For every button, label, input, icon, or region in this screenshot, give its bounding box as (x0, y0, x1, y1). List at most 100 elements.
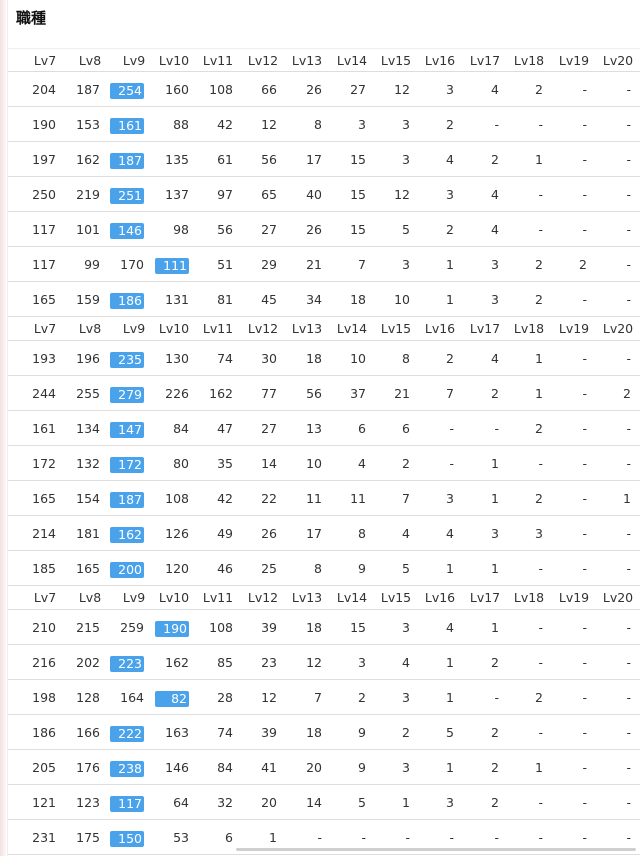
table-cell: 210 (32, 620, 56, 635)
table-cell: - (626, 117, 631, 132)
table-cell-highlighted: 172 (100, 446, 144, 481)
table-cell: 123 (76, 795, 100, 810)
column-header-lv11: Lv11 (202, 53, 234, 68)
column-header-lv17: Lv17 (469, 53, 501, 68)
table-row[interactable]: 204 187 254 160 108 66 26 27 12 3 4 2 - - (8, 72, 640, 107)
table-row[interactable]: 216 202 223 162 85 23 12 3 4 1 2- - - (8, 645, 640, 680)
table-row[interactable]: 244 255 279 226 162 77 56 37 21 7 2 1-2 (8, 376, 640, 411)
table-row[interactable]: 214 181 162 126 49 26 17 8 4 4 3 3 - - (8, 516, 640, 551)
table-row[interactable]: 161 134 147 84 47 27 13 6 6 - - 2 - - (8, 411, 640, 446)
horizontal-scrollbar[interactable] (236, 848, 636, 851)
table-cell: 2 (491, 386, 499, 401)
table-cell: - (582, 526, 587, 541)
level-table[interactable]: Lv7 Lv8 Lv9 Lv10 Lv11 Lv12 Lv13 Lv14 Lv15 Lv16 Lv1… (8, 48, 640, 855)
table-cell: - (626, 456, 631, 471)
table-cell: 77 (261, 386, 277, 401)
table-cell: 1 (446, 257, 454, 272)
table-cell: - (538, 187, 543, 202)
table-cell: 132 (76, 456, 100, 471)
highlight-badge: 222 (110, 725, 144, 742)
table-cell: - (626, 351, 631, 366)
table-cell: 108 (209, 82, 233, 97)
table-row[interactable]: 117 99 170 111 51 29 21 7 3 1 3 2 2 - (8, 247, 640, 282)
table-cell: 1 (491, 620, 499, 635)
table-cell: 2 (535, 257, 543, 272)
table-cell: 2 (402, 456, 410, 471)
column-header-lv13: Lv13 (291, 53, 323, 68)
table-cell: 215 (76, 620, 100, 635)
table-cell: 1 (446, 690, 454, 705)
column-header-lv10: Lv10 (158, 590, 190, 605)
table-cell: 185 (32, 561, 56, 576)
table-cell: - (626, 690, 631, 705)
table-cell: - (582, 117, 587, 132)
table-cell-highlighted: 187 (100, 481, 144, 516)
table-row[interactable]: 117 101 146 98 56 27 26 15 5 2 4 - - - (8, 212, 640, 247)
table-cell: 161 (32, 421, 56, 436)
table-cell-highlighted: 111 (145, 247, 189, 282)
table-cell: 131 (165, 292, 189, 307)
table-cell: 160 (165, 82, 189, 97)
table-cell: 255 (76, 386, 100, 401)
table-row[interactable]: 190 153 161 88 42 12 8 3 3 2 - - - - (8, 107, 640, 142)
table-row[interactable]: 193 196 235 130 74 30 18 10 8 2 4 1 - - (8, 341, 640, 376)
table-row[interactable]: 197 162 187 135 61 56 17 15 3 4 2 1 - - (8, 142, 640, 177)
table-cell: - (626, 830, 631, 845)
table-cell: 3 (446, 795, 454, 810)
table-cell: 8 (402, 351, 410, 366)
table-row[interactable]: 172 132 172 80 35 14 10 4 2 - 1 - - - (8, 446, 640, 481)
table-cell: - (494, 830, 499, 845)
table-cell: 1 (491, 491, 499, 506)
highlight-badge: 150 (110, 830, 144, 847)
table-row[interactable]: 165 159 186 131 81 45 34 18 10 1 3 2 - - (8, 282, 640, 317)
column-header-lv9: Lv9 (122, 590, 146, 605)
table-cell: 159 (76, 292, 100, 307)
table-cell: - (582, 187, 587, 202)
table-cell-highlighted: 161 (100, 107, 144, 142)
table-cell: - (538, 117, 543, 132)
table-cell: 74 (217, 725, 233, 740)
highlight-badge: 223 (110, 655, 144, 672)
column-header-lv18: Lv18 (513, 590, 545, 605)
table-cell: - (626, 795, 631, 810)
table-cell: - (494, 690, 499, 705)
table-cell: - (405, 830, 410, 845)
table-cell: 9 (358, 561, 366, 576)
table-cell: 20 (261, 795, 277, 810)
table-cell: 153 (76, 117, 100, 132)
table-cell: 47 (217, 421, 233, 436)
table-row[interactable]: 250 219 251 137 97 65 40 15 12 3 4 - - - (8, 177, 640, 212)
table-row[interactable]: 185 165 200 120 46 25 8 9 5 1 1 - - - (8, 551, 640, 586)
table-row[interactable]: 198 128 164 82 28 12 7 2 3 1 - 2 - - (8, 680, 640, 715)
table-row[interactable]: 205 176 238 146 84 41 20 9 3 1 2 1 - - (8, 750, 640, 785)
column-header-lv16: Lv16 (424, 590, 456, 605)
table-cell: - (582, 491, 587, 506)
highlight-badge: 172 (110, 456, 144, 473)
table-row[interactable]: 210 215 259 190 108 39 18 15 3 4 1 - - - (8, 610, 640, 645)
table-cell: 137 (165, 187, 189, 202)
table-cell: 3 (358, 655, 366, 670)
table-cell: 130 (165, 351, 189, 366)
column-header-lv10: Lv10 (158, 321, 190, 336)
table-cell: 146 (165, 760, 189, 775)
table-row[interactable]: 186 166 222 163 74 39 18 9 2 5 2 - - - (8, 715, 640, 750)
table-cell: - (538, 561, 543, 576)
table-cell: 84 (173, 421, 189, 436)
column-header-lv12: Lv12 (247, 53, 279, 68)
highlight-badge: 82 (155, 690, 189, 707)
table-cell: 250 (32, 187, 56, 202)
table-row[interactable]: 165 154 187 108 42 22 11 11 7 3 1 2 - 1 (8, 481, 640, 516)
table-cell: 22 (261, 491, 277, 506)
table-cell: - (582, 690, 587, 705)
table-cell: 21 (306, 257, 322, 272)
table-row[interactable]: 121 123 117 64 32 20 14 5 1 3 2- - - (8, 785, 640, 820)
column-header-lv20: Lv20 (602, 321, 634, 336)
column-header-lv8: Lv8 (78, 53, 102, 68)
table-cell: 45 (261, 292, 277, 307)
table-cell: 21 (394, 386, 410, 401)
table-cell: - (538, 795, 543, 810)
table-row[interactable]: 231 175 150 53 6 1 - - - - - - - - (8, 820, 640, 855)
table-cell: 204 (32, 82, 56, 97)
table-cell: 12 (261, 117, 277, 132)
column-header-lv13: Lv13 (291, 590, 323, 605)
